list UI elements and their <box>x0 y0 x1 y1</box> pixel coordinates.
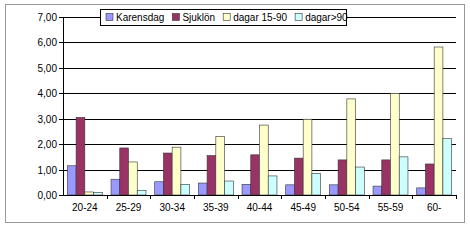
bar <box>120 148 129 195</box>
bar <box>76 117 85 195</box>
bar <box>225 181 234 195</box>
x-tick-label: 40-44 <box>247 202 273 213</box>
y-tick-label: 5,00 <box>38 63 58 74</box>
grid-line <box>63 42 456 43</box>
y-tick-label: 3,00 <box>38 114 58 125</box>
legend-swatch <box>295 14 302 21</box>
bar <box>443 139 452 195</box>
x-tick-label: 55-59 <box>378 202 404 213</box>
grid-line <box>63 68 456 69</box>
bar <box>137 190 146 195</box>
bar <box>329 185 338 195</box>
bar <box>338 160 347 195</box>
legend-swatch <box>172 14 179 21</box>
x-tick-label: 50-54 <box>334 202 360 213</box>
legend: Karensdag Sjuklön dagar 15-90 dagar>90 <box>101 10 349 26</box>
grid-line <box>63 195 456 196</box>
bar <box>434 47 443 195</box>
bar <box>172 147 181 195</box>
y-tick-label: 4,00 <box>38 88 58 99</box>
bar <box>198 183 207 195</box>
x-tick-label: 60- <box>427 202 441 213</box>
bar <box>67 166 76 195</box>
bar <box>181 184 190 195</box>
chart: 0,00 1,00 2,00 3,00 4,00 5,00 6,00 7,00 20-24 25-… <box>0 0 470 227</box>
y-tick-label: 2,00 <box>38 139 58 150</box>
bar <box>268 176 277 195</box>
bar <box>391 93 400 195</box>
x-tick-label: 25-29 <box>116 202 142 213</box>
legend-label: dagar 15-90 <box>233 12 287 23</box>
y-tick-label: 6,00 <box>38 37 58 48</box>
x-tick-label: 45-49 <box>290 202 316 213</box>
bar <box>207 156 216 195</box>
bar <box>382 160 391 195</box>
legend-label: dagar>90 <box>305 12 348 23</box>
bar <box>111 179 120 195</box>
x-tick <box>456 195 457 199</box>
legend-swatch <box>223 14 230 21</box>
bar <box>303 119 312 195</box>
legend-swatch <box>106 14 113 21</box>
y-tick <box>59 93 63 94</box>
bar <box>129 162 138 195</box>
bar <box>373 186 382 195</box>
bar <box>94 192 103 195</box>
bar <box>417 188 426 195</box>
bar <box>260 125 269 195</box>
bar <box>242 184 251 195</box>
y-tick <box>59 42 63 43</box>
bar <box>286 185 295 195</box>
chart-frame <box>6 5 465 223</box>
bar <box>425 164 434 195</box>
bar <box>216 137 225 195</box>
legend-label: Sjuklön <box>182 12 215 23</box>
bar <box>163 153 172 195</box>
bar <box>155 182 164 195</box>
bar <box>356 167 365 195</box>
bar <box>294 158 303 195</box>
legend-label: Karensdag <box>116 12 164 23</box>
y-tick <box>59 144 63 145</box>
y-tick <box>59 195 63 196</box>
bar <box>347 99 356 195</box>
y-axis <box>63 17 64 195</box>
y-tick-label: 1,00 <box>38 165 58 176</box>
y-tick <box>59 17 63 18</box>
y-tick <box>59 119 63 120</box>
y-tick <box>59 68 63 69</box>
bar <box>251 155 260 195</box>
bar <box>399 157 408 195</box>
bar <box>312 173 321 195</box>
bars <box>67 47 451 195</box>
x-tick-label: 30-34 <box>159 202 185 213</box>
x-tick-label: 20-24 <box>72 202 98 213</box>
x-axis <box>63 195 456 196</box>
x-tick-label: 35-39 <box>203 202 229 213</box>
bar <box>85 192 94 195</box>
y-tick <box>59 170 63 171</box>
y-tick-label: 7,00 <box>38 12 58 23</box>
y-tick-label: 0,00 <box>38 190 58 201</box>
